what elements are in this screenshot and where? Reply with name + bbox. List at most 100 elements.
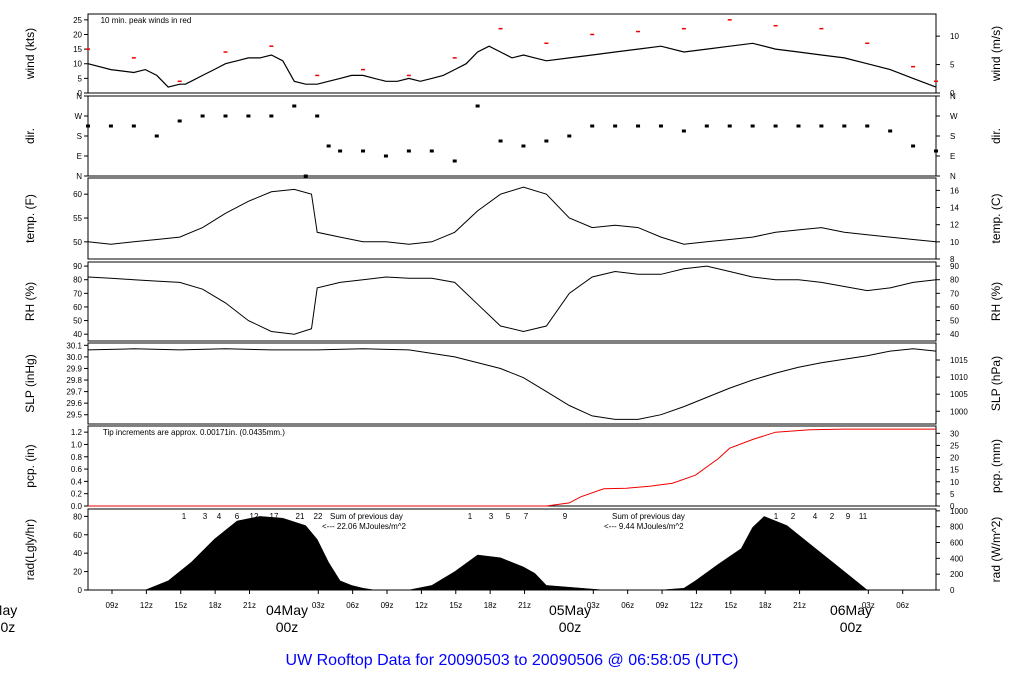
dir-point bbox=[498, 139, 503, 143]
ytick-label-rad: 40 bbox=[73, 549, 82, 558]
ytick-label-rh: 70 bbox=[73, 289, 82, 298]
ytick-right-label-wind: 10 bbox=[950, 32, 959, 41]
ytick-label-slp: 29.5 bbox=[66, 411, 82, 420]
rad-hour-label: 1 bbox=[182, 512, 187, 521]
dir-point bbox=[934, 149, 938, 153]
ytick-right-label-rh: 50 bbox=[950, 317, 959, 326]
ytick-right-label-dir: E bbox=[950, 152, 955, 161]
dir-point bbox=[773, 124, 778, 128]
dir-point bbox=[303, 174, 308, 178]
rad-hour-label: 4 bbox=[813, 512, 818, 521]
ylabel-right-pcp: pcp. (mm) bbox=[989, 439, 1003, 493]
dir-point bbox=[406, 149, 411, 153]
ytick-label-temp: 55 bbox=[73, 214, 82, 223]
panel-frame-dir bbox=[87, 95, 937, 177]
dir-point bbox=[704, 124, 709, 128]
dir-point bbox=[475, 104, 480, 108]
rad-hour-label: 3 bbox=[203, 512, 208, 521]
rad-daily-sum-label: Sum of previous day bbox=[612, 512, 685, 521]
ytick-label-pcp: 0.2 bbox=[71, 490, 83, 499]
dir-point bbox=[452, 159, 457, 163]
ytick-label-slp: 30.0 bbox=[66, 353, 82, 362]
ylabel-rad: rad(Lgly/hr) bbox=[23, 519, 37, 580]
dir-point bbox=[429, 149, 434, 153]
xtick-label: 21z bbox=[518, 601, 531, 610]
xtick-label: 09z bbox=[656, 601, 669, 610]
dir-point bbox=[544, 139, 549, 143]
ytick-right-label-temp: 14 bbox=[950, 204, 959, 213]
ytick-label-slp: 30.1 bbox=[66, 341, 82, 350]
rad-hour-label: 9 bbox=[563, 512, 568, 521]
dir-point bbox=[315, 114, 320, 118]
ytick-right-label-pcp: 15 bbox=[950, 466, 959, 475]
ylabel-right-slp: SLP (hPa) bbox=[989, 356, 1003, 411]
xtick-label: 21z bbox=[243, 601, 256, 610]
xtick-label: 03z bbox=[312, 601, 325, 610]
rh-series-line bbox=[87, 265, 937, 335]
dir-point bbox=[796, 124, 801, 128]
rad-hour-label: 7 bbox=[524, 512, 529, 521]
dir-point bbox=[269, 114, 274, 118]
xtick-label: 15z bbox=[174, 601, 187, 610]
ytick-right-label-dir: N bbox=[950, 92, 956, 101]
panel-frame-rh bbox=[87, 261, 937, 342]
rad-hour-label: 22 bbox=[314, 512, 323, 521]
xtick-label: 18z bbox=[209, 601, 222, 610]
dir-point bbox=[200, 114, 205, 118]
dir-point bbox=[590, 124, 595, 128]
ytick-label-temp: 50 bbox=[73, 238, 82, 247]
ylabel-right-dir: dir. bbox=[989, 128, 1003, 144]
dir-point bbox=[292, 104, 297, 108]
ytick-right-label-rad: 1000 bbox=[950, 507, 968, 516]
ytick-right-label-pcp: 25 bbox=[950, 441, 959, 450]
rad-area bbox=[145, 516, 868, 591]
ytick-label-pcp: 0.6 bbox=[71, 465, 83, 474]
ytick-label-dir: N bbox=[76, 92, 82, 101]
wind-series-line bbox=[87, 42, 937, 88]
dir-point bbox=[727, 124, 732, 128]
ylabel-right-rad: rad (W/m^2) bbox=[989, 517, 1003, 583]
ylabel-rh: RH (%) bbox=[23, 282, 37, 321]
xtick-label: 03z bbox=[862, 601, 875, 610]
ytick-right-label-rh: 70 bbox=[950, 289, 959, 298]
rad-daily-sum-value: <--- 9.44 MJoules/m^2 bbox=[604, 522, 684, 531]
ytick-right-label-rad: 400 bbox=[950, 554, 964, 563]
dir-point bbox=[383, 154, 388, 158]
pcp-series-line bbox=[88, 428, 936, 507]
xtick-label: 15z bbox=[449, 601, 462, 610]
rad-hour-label: 1 bbox=[774, 512, 779, 521]
dir-point bbox=[361, 149, 366, 153]
ytick-right-label-temp: 8 bbox=[950, 255, 955, 264]
rad-hour-label: 21 bbox=[296, 512, 305, 521]
rad-hour-label: 12 bbox=[250, 512, 259, 521]
dir-point bbox=[888, 129, 893, 133]
xtick-label: 12z bbox=[140, 601, 153, 610]
ytick-right-label-dir: S bbox=[950, 132, 955, 141]
xtick-label: 03z bbox=[587, 601, 600, 610]
panel-frame-slp bbox=[87, 342, 937, 425]
ytick-label-rh: 60 bbox=[73, 303, 82, 312]
dir-point bbox=[842, 124, 847, 128]
ytick-right-label-wind: 0 bbox=[950, 89, 955, 98]
ytick-label-wind: 0 bbox=[78, 89, 83, 98]
ytick-right-label-temp: 12 bbox=[950, 221, 959, 230]
xtick-label: 12z bbox=[690, 601, 703, 610]
pcp-annotation: Tip increments are approx. 0.00171in. (0… bbox=[103, 428, 285, 437]
day-label-date: 05May bbox=[549, 602, 591, 618]
day-label-sub: 00z bbox=[559, 619, 582, 635]
dir-point bbox=[177, 119, 182, 123]
dir-point bbox=[521, 144, 526, 148]
ytick-label-pcp: 1.0 bbox=[71, 440, 83, 449]
dir-point bbox=[326, 144, 331, 148]
ytick-right-label-dir: N bbox=[950, 172, 956, 181]
ytick-right-label-slp: 1000 bbox=[950, 407, 968, 416]
dir-point bbox=[246, 114, 251, 118]
ytick-label-pcp: 1.2 bbox=[71, 428, 83, 437]
dir-point bbox=[636, 124, 641, 128]
ytick-label-wind: 20 bbox=[73, 30, 82, 39]
rad-hour-label: 2 bbox=[791, 512, 796, 521]
ytick-label-rad: 20 bbox=[73, 568, 82, 577]
xtick-label: 18z bbox=[484, 601, 497, 610]
ytick-label-rad: 0 bbox=[78, 586, 83, 595]
